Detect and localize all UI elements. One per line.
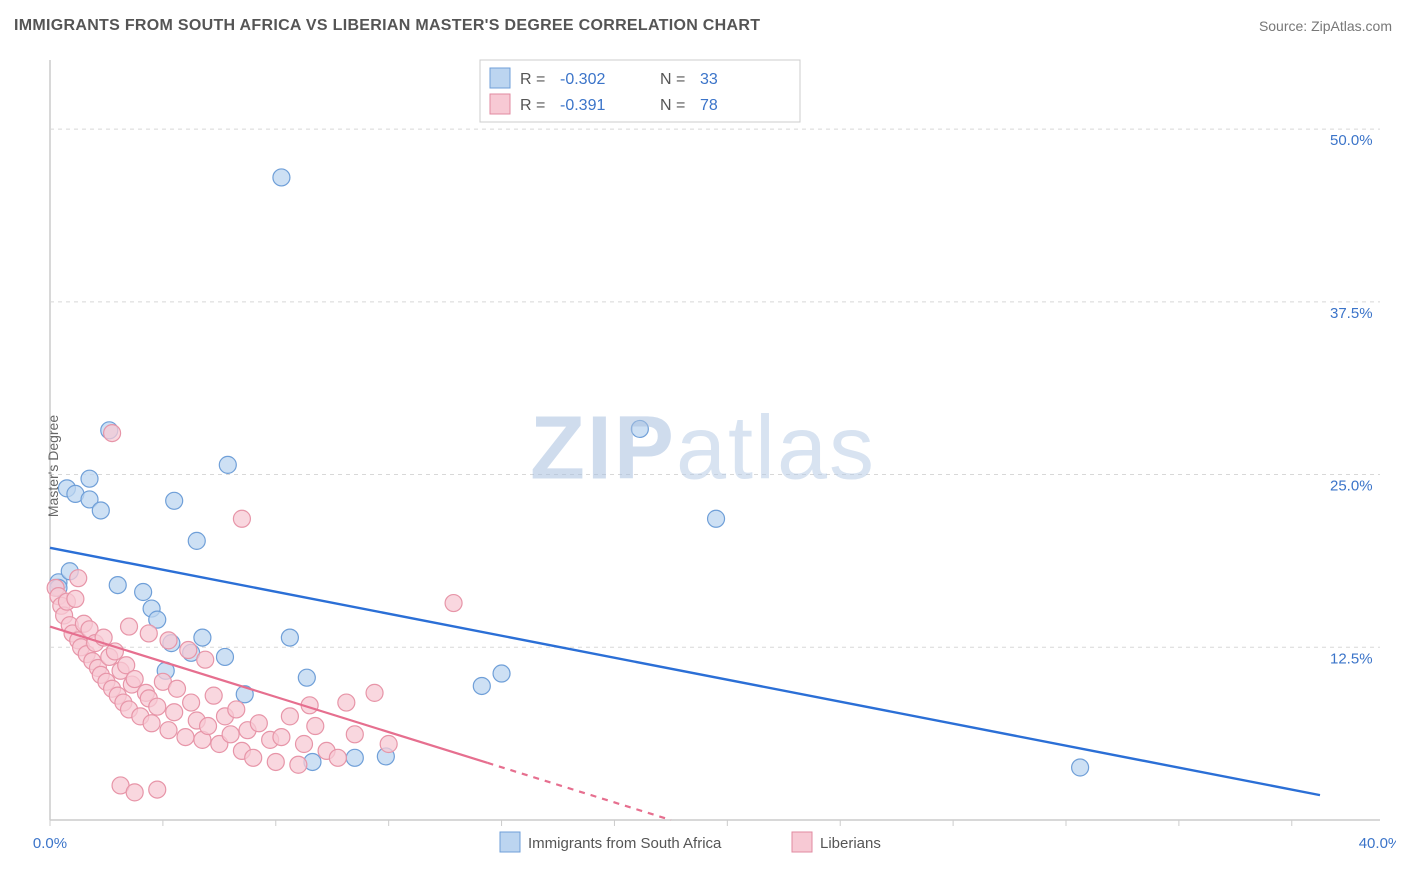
point-liberians xyxy=(70,570,87,587)
point-liberians xyxy=(67,590,84,607)
y-tick-label: 50.0% xyxy=(1330,132,1373,149)
x-tick-label-min: 0.0% xyxy=(33,835,67,852)
legend-bottom-label: Immigrants from South Africa xyxy=(528,835,722,852)
point-south_africa xyxy=(135,584,152,601)
point-liberians xyxy=(366,684,383,701)
point-liberians xyxy=(205,687,222,704)
legend-top-r-value: -0.302 xyxy=(560,71,605,88)
point-south_africa xyxy=(298,669,315,686)
point-liberians xyxy=(177,729,194,746)
source-attribution: Source: ZipAtlas.com xyxy=(1259,18,1392,34)
point-liberians xyxy=(104,425,121,442)
point-liberians xyxy=(197,651,214,668)
point-liberians xyxy=(228,701,245,718)
legend-bottom-swatch xyxy=(792,832,812,852)
legend-bottom-label: Liberians xyxy=(820,835,881,852)
point-liberians xyxy=(445,595,462,612)
source-name: ZipAtlas.com xyxy=(1311,18,1392,34)
point-south_africa xyxy=(216,648,233,665)
point-liberians xyxy=(149,781,166,798)
point-south_africa xyxy=(473,677,490,694)
point-liberians xyxy=(160,722,177,739)
point-south_africa xyxy=(273,169,290,186)
point-south_africa xyxy=(346,749,363,766)
point-liberians xyxy=(346,726,363,743)
point-liberians xyxy=(169,680,186,697)
y-tick-label: 25.0% xyxy=(1330,478,1373,495)
point-south_africa xyxy=(281,629,298,646)
point-liberians xyxy=(149,698,166,715)
point-liberians xyxy=(307,718,324,735)
point-liberians xyxy=(200,718,217,735)
point-liberians xyxy=(143,715,160,732)
point-liberians xyxy=(290,756,307,773)
series-south_africa xyxy=(50,169,1089,776)
legend-top-n-label: N = xyxy=(660,97,685,114)
point-south_africa xyxy=(194,629,211,646)
legend-top-r-value: -0.391 xyxy=(560,97,605,114)
point-liberians xyxy=(250,715,267,732)
point-liberians xyxy=(245,749,262,766)
legend-top-n-value: 33 xyxy=(700,71,718,88)
point-liberians xyxy=(380,736,397,753)
legend-top-n-value: 78 xyxy=(700,97,718,114)
point-south_africa xyxy=(708,510,725,527)
point-south_africa xyxy=(109,577,126,594)
chart-area: Master's Degree ZIPatlas 12.5%25.0%37.5%… xyxy=(10,50,1396,882)
point-liberians xyxy=(121,618,138,635)
point-south_africa xyxy=(81,470,98,487)
point-liberians xyxy=(233,510,250,527)
point-liberians xyxy=(126,671,143,688)
point-south_africa xyxy=(92,502,109,519)
point-liberians xyxy=(281,708,298,725)
point-south_africa xyxy=(631,420,648,437)
series-liberians xyxy=(47,425,462,801)
point-south_africa xyxy=(1072,759,1089,776)
point-liberians xyxy=(160,632,177,649)
source-prefix: Source: xyxy=(1259,18,1311,34)
point-liberians xyxy=(140,625,157,642)
point-south_africa xyxy=(188,532,205,549)
point-liberians xyxy=(166,704,183,721)
point-liberians xyxy=(296,736,313,753)
legend-bottom-swatch xyxy=(500,832,520,852)
point-south_africa xyxy=(493,665,510,682)
point-liberians xyxy=(329,749,346,766)
point-liberians xyxy=(273,729,290,746)
legend-top-swatch xyxy=(490,94,510,114)
chart-title: IMMIGRANTS FROM SOUTH AFRICA VS LIBERIAN… xyxy=(14,17,760,35)
y-tick-label: 37.5% xyxy=(1330,305,1373,322)
legend-top-r-label: R = xyxy=(520,97,545,114)
point-liberians xyxy=(183,694,200,711)
point-liberians xyxy=(267,753,284,770)
legend-top-swatch xyxy=(490,68,510,88)
point-south_africa xyxy=(166,492,183,509)
legend-top-r-label: R = xyxy=(520,71,545,88)
x-tick-label-max: 40.0% xyxy=(1359,835,1396,852)
y-axis-label: Master's Degree xyxy=(45,415,61,517)
y-tick-label: 12.5% xyxy=(1330,650,1373,667)
point-south_africa xyxy=(219,456,236,473)
point-liberians xyxy=(222,726,239,743)
point-liberians xyxy=(180,642,197,659)
point-liberians xyxy=(126,784,143,801)
trendline-liberians-dashed xyxy=(487,763,670,820)
point-liberians xyxy=(338,694,355,711)
scatter-chart-svg: 12.5% 25.0% 37.5% 50.0% 0.0% 40.0% R = -0.302 N… xyxy=(10,50,1396,882)
legend-top-n-label: N = xyxy=(660,71,685,88)
